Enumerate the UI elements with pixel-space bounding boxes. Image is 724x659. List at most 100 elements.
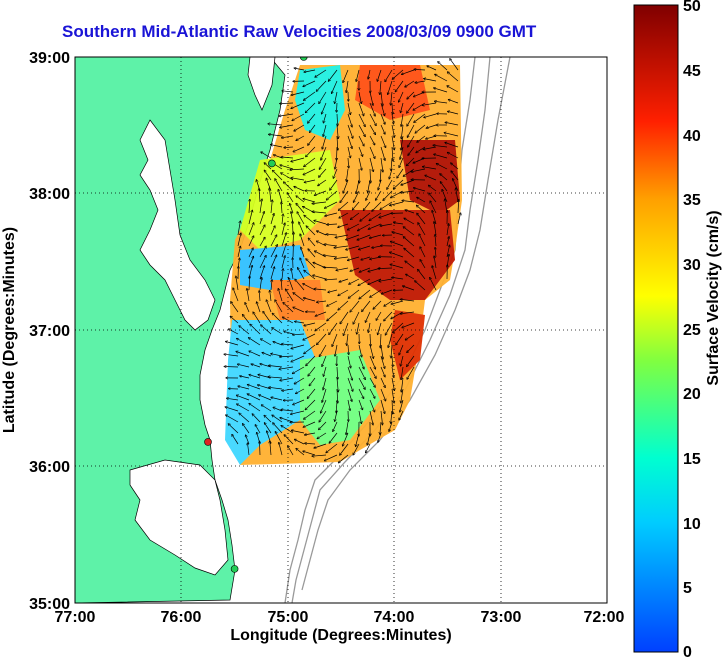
velocity-vector bbox=[296, 204, 305, 214]
velocity-vector bbox=[303, 284, 316, 291]
velocity-vector bbox=[449, 100, 459, 104]
velocity-vector bbox=[310, 124, 316, 132]
velocity-vector bbox=[380, 377, 385, 387]
velocity-vector bbox=[440, 174, 448, 181]
velocity-vector bbox=[240, 376, 250, 379]
velocity-vector bbox=[280, 377, 294, 381]
velocity-vector bbox=[358, 355, 364, 369]
velocity-vector bbox=[296, 449, 305, 456]
colorbar-tick-label: 25 bbox=[683, 322, 701, 339]
velocity-vector bbox=[315, 322, 327, 331]
velocity-vector bbox=[380, 168, 381, 182]
velocity-vector bbox=[391, 91, 393, 105]
radar-stations bbox=[204, 57, 308, 573]
velocity-vector bbox=[335, 410, 338, 421]
velocity-vector bbox=[304, 179, 316, 182]
velocity-vector bbox=[291, 269, 294, 280]
velocity-vector bbox=[411, 168, 426, 172]
velocity-vector bbox=[260, 441, 261, 456]
velocity-vector bbox=[329, 69, 338, 81]
colorbar bbox=[633, 4, 679, 653]
velocity-vector bbox=[237, 233, 241, 247]
velocity-vector bbox=[389, 421, 393, 431]
velocity-vector bbox=[358, 399, 363, 410]
velocity-vector bbox=[417, 213, 426, 225]
velocity-vector bbox=[378, 322, 382, 335]
velocity-vector bbox=[401, 355, 404, 366]
velocity-vector bbox=[273, 423, 283, 434]
velocity-vector bbox=[427, 66, 437, 71]
velocity-vector bbox=[264, 170, 272, 181]
velocity-vector bbox=[275, 300, 283, 313]
velocity-vector bbox=[327, 190, 338, 200]
velocity-vector bbox=[418, 270, 426, 280]
velocity-vector bbox=[399, 344, 404, 355]
velocity-vector bbox=[424, 113, 437, 117]
velocity-vector bbox=[283, 317, 294, 324]
velocity-vector bbox=[259, 225, 265, 236]
velocity-vector bbox=[346, 245, 360, 250]
velocity-vector bbox=[325, 279, 338, 280]
velocity-vector bbox=[363, 201, 371, 210]
velocity-vector bbox=[319, 157, 327, 169]
velocity-vector bbox=[379, 212, 393, 218]
velocity-vector bbox=[391, 157, 392, 171]
velocity-vector bbox=[269, 387, 283, 390]
velocity-vector bbox=[457, 213, 461, 225]
velocity-vector bbox=[313, 275, 327, 280]
velocity-vector bbox=[361, 256, 371, 260]
velocity-vector bbox=[368, 223, 382, 229]
velocity-vector bbox=[239, 413, 250, 423]
velocity-vector bbox=[289, 278, 294, 291]
velocity-vector bbox=[293, 307, 305, 313]
velocity-vector bbox=[249, 276, 250, 291]
velocity-vector bbox=[353, 443, 360, 455]
velocity-vector bbox=[415, 281, 426, 291]
velocity-vector bbox=[369, 146, 375, 158]
velocity-vector bbox=[346, 421, 349, 434]
velocity-vector bbox=[389, 168, 393, 179]
velocity-vector bbox=[283, 303, 294, 313]
velocity-vector bbox=[247, 394, 261, 401]
velocity-vector bbox=[296, 196, 305, 203]
velocity-vector bbox=[326, 443, 338, 453]
velocity-vector bbox=[248, 223, 254, 236]
velocity-vector bbox=[281, 244, 286, 258]
velocity-vector bbox=[261, 339, 272, 346]
velocity-vector bbox=[358, 223, 371, 231]
velocity-vector bbox=[391, 124, 394, 137]
velocity-vector bbox=[401, 366, 404, 380]
velocity-vector bbox=[282, 388, 294, 391]
velocity-vector bbox=[284, 435, 294, 445]
velocity-vector bbox=[350, 267, 360, 271]
velocity-vector bbox=[417, 205, 426, 214]
velocity-vector bbox=[249, 200, 250, 214]
velocity-vector bbox=[280, 165, 294, 170]
velocity-vector bbox=[236, 352, 250, 357]
velocity-vector bbox=[424, 79, 437, 82]
velocity-vector bbox=[348, 256, 360, 260]
velocity-vector bbox=[316, 80, 327, 91]
velocity-vector bbox=[281, 410, 294, 412]
velocity-vector bbox=[390, 201, 404, 205]
velocity-vector bbox=[391, 300, 404, 304]
velocity-vector bbox=[404, 248, 415, 258]
velocity-vector bbox=[391, 388, 394, 403]
velocity-vector bbox=[435, 74, 448, 82]
velocity-vector bbox=[327, 224, 338, 225]
velocity-vector bbox=[294, 68, 305, 71]
velocity-vector bbox=[237, 404, 250, 412]
velocity-vector bbox=[369, 124, 375, 134]
velocity-vector bbox=[319, 91, 327, 103]
velocity-vector bbox=[392, 355, 393, 366]
velocity-vector bbox=[365, 311, 371, 322]
velocity-vector bbox=[284, 182, 294, 192]
velocity-vector bbox=[230, 316, 239, 324]
velocity-vector bbox=[303, 333, 316, 340]
velocity-vector bbox=[380, 135, 386, 147]
velocity-vector bbox=[270, 441, 271, 456]
velocity-vector bbox=[270, 200, 272, 214]
velocity-vector bbox=[346, 234, 360, 240]
velocity-vector bbox=[380, 80, 381, 94]
velocity-vector bbox=[407, 91, 415, 99]
